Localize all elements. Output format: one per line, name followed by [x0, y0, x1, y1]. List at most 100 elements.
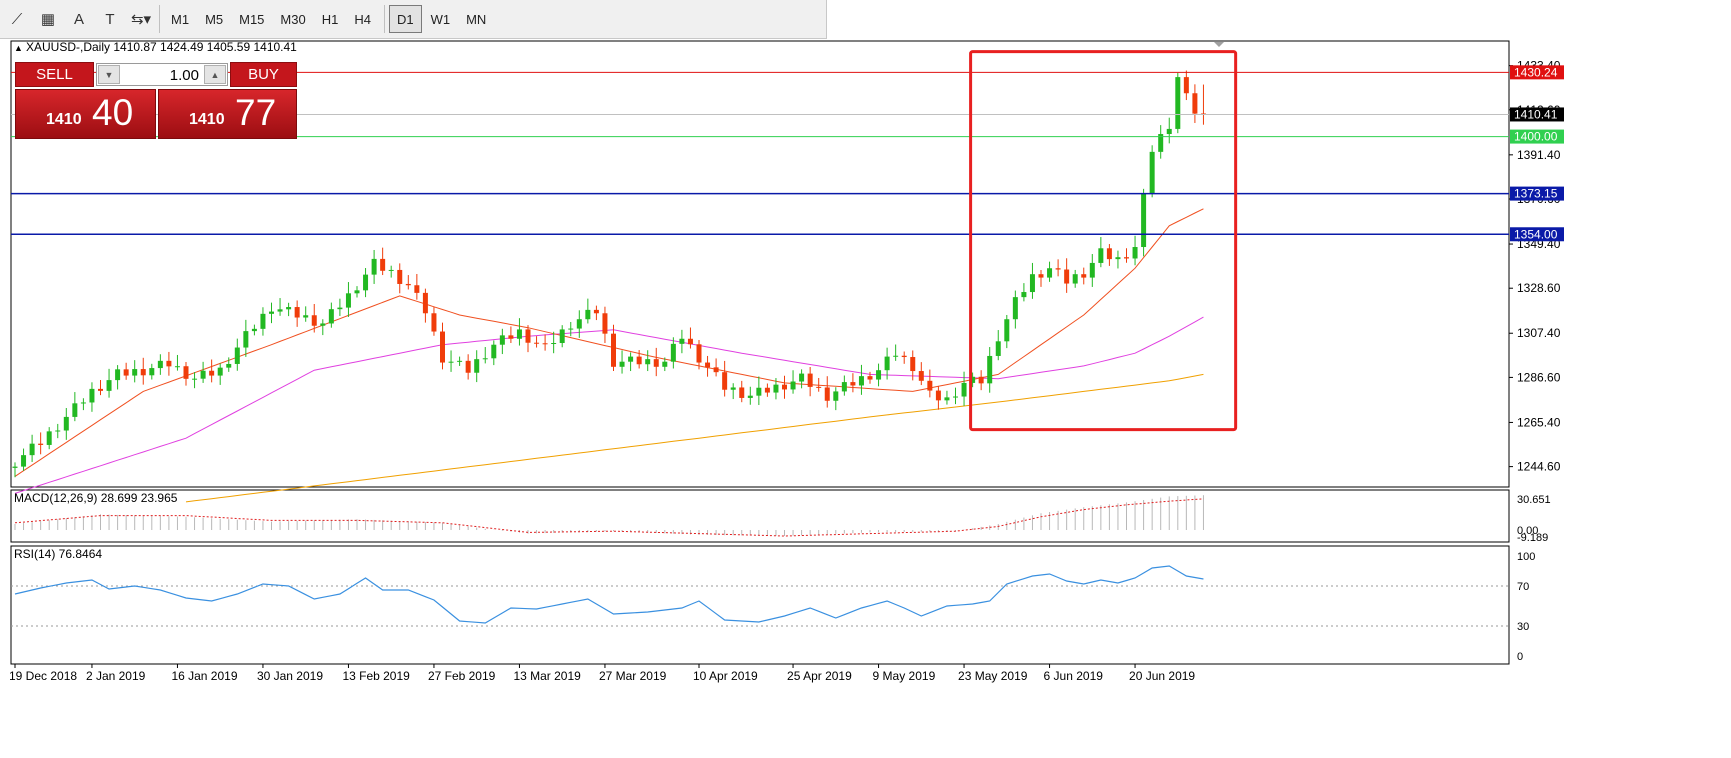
timeframe-m1-button[interactable]: M1: [171, 11, 190, 27]
bear-candle: [465, 360, 471, 373]
bull-candle: [157, 360, 163, 369]
bull-candle: [961, 382, 967, 397]
timeframe-h1-button[interactable]: H1: [321, 11, 339, 27]
bull-candle: [679, 338, 685, 344]
timeframe-m15-button[interactable]: M15: [239, 11, 265, 27]
price-axis-label: 1286.60: [1517, 370, 1561, 384]
timeframe-mn-button[interactable]: MN: [466, 11, 487, 27]
buy-price-prefix: 1410: [189, 111, 225, 128]
price-tag-label: 1354.00: [1514, 227, 1558, 241]
highlight-rectangle[interactable]: [969, 50, 1238, 432]
bear-candle: [525, 329, 531, 343]
macd-label: MACD(12,26,9) 28.699 23.965: [14, 491, 178, 505]
bear-candle: [422, 292, 428, 314]
bear-candle: [739, 387, 745, 398]
bear-candle: [764, 387, 770, 393]
bull-candle: [277, 309, 283, 312]
bull-candle: [345, 293, 351, 308]
buy-price-button[interactable]: 1410 77: [158, 89, 297, 139]
bull-candle: [55, 430, 61, 432]
bull-candle: [1166, 128, 1172, 135]
time-axis-label: 19 Dec 2018: [10, 669, 77, 683]
bull-candle: [619, 361, 625, 367]
bear-candle: [1055, 268, 1061, 270]
bull-candle: [354, 290, 360, 294]
chart-svg[interactable]: 1433.401412.601391.401370.601349.401328.…: [9, 40, 1731, 755]
timeframe-w1-button[interactable]: W1: [430, 11, 451, 27]
bull-candle: [1047, 268, 1053, 278]
bear-candle: [183, 366, 189, 379]
bear-candle: [696, 344, 702, 363]
bull-candle: [63, 416, 69, 431]
time-axis-label: 10 Apr 2019: [693, 669, 758, 683]
bull-candle: [893, 355, 899, 357]
bear-candle: [209, 370, 215, 376]
lot-increase-icon[interactable]: ▲: [204, 65, 226, 84]
bull-candle: [457, 360, 463, 362]
bull-candle: [568, 328, 574, 330]
time-axis-label: 30 Jan 2019: [257, 669, 323, 683]
sell-button[interactable]: SELL: [15, 62, 94, 87]
timeframe-d1-button[interactable]: D1: [388, 5, 422, 33]
bull-candle: [1012, 297, 1018, 320]
bull-candle: [953, 396, 958, 398]
bull-candle: [576, 319, 582, 329]
bull-candle: [80, 402, 86, 404]
bear-candle: [140, 369, 146, 376]
bear-candle: [431, 313, 437, 332]
time-axis-label: 9 May 2019: [873, 669, 936, 683]
bull-candle: [29, 443, 35, 456]
bull-candle: [217, 367, 223, 376]
bear-candle: [918, 371, 924, 381]
buy-button[interactable]: BUY: [230, 62, 297, 87]
timeframe-h4-button[interactable]: H4: [354, 11, 371, 27]
price-tag-bg: [1510, 65, 1564, 80]
lot-decrease-icon[interactable]: ▼: [98, 65, 120, 84]
price-tag-label: 1430.24: [1514, 65, 1558, 79]
bear-candle: [1081, 274, 1087, 278]
macd-panel[interactable]: [10, 489, 1510, 543]
bull-candle: [337, 307, 343, 310]
bull-candle: [1132, 247, 1138, 259]
one-click-trading-panel: SELL ▼ 1.00 ▲ BUY 1410 40 1410 77: [15, 62, 297, 139]
rsi-panel[interactable]: [10, 545, 1510, 665]
bull-candle: [858, 376, 864, 386]
chart-area[interactable]: 1433.401412.601391.401370.601349.401328.…: [9, 40, 1731, 755]
bull-candle: [174, 366, 180, 368]
text-label-icon[interactable]: A: [73, 10, 84, 28]
price-axis-label: 1328.60: [1517, 281, 1561, 295]
timeframe-separator: [383, 5, 385, 33]
rsi-axis-label: 100: [1517, 551, 1535, 563]
bull-candle: [645, 359, 651, 365]
bear-candle: [1064, 269, 1070, 284]
sell-price-button[interactable]: 1410 40: [15, 89, 156, 139]
bear-candle: [850, 382, 856, 386]
bear-candle: [807, 373, 813, 387]
text-tool-icon[interactable]: T: [105, 10, 115, 28]
grid-icon[interactable]: ▦: [40, 11, 56, 28]
ma-mid-line: [14, 316, 1204, 494]
lot-size-input[interactable]: ▼ 1.00 ▲: [96, 63, 228, 86]
time-axis-label: 13 Feb 2019: [342, 669, 410, 683]
rsi-axis-label: 70: [1517, 581, 1529, 593]
bull-candle: [730, 387, 736, 390]
chart-shift-marker[interactable]: [1214, 42, 1224, 47]
bull-candle: [21, 455, 27, 467]
bear-candle: [38, 443, 44, 445]
timeframe-m5-button[interactable]: M5: [205, 11, 224, 27]
arrows-objects-icon[interactable]: ⇆▾: [130, 11, 152, 28]
bear-candle: [935, 390, 941, 401]
crosshair-lines-icon[interactable]: ⟋: [11, 10, 23, 28]
bull-candle: [1175, 77, 1181, 129]
bear-candle: [782, 384, 787, 390]
toolbar: ⟋ ▦ A T ⇆▾ M1 M5 M15 M30 H1 H4 D1 W1 MN: [0, 0, 827, 39]
bull-candle: [1098, 248, 1104, 263]
bull-candle: [46, 431, 52, 445]
bull-candle: [841, 382, 847, 392]
bull-candle: [628, 356, 634, 362]
price-tag-bg: [1510, 186, 1564, 201]
bull-candle: [286, 307, 292, 310]
timeframe-m30-button[interactable]: M30: [280, 11, 306, 27]
time-axis-label: 23 May 2019: [958, 669, 1028, 683]
price-axis-label: 1391.40: [1517, 148, 1561, 162]
